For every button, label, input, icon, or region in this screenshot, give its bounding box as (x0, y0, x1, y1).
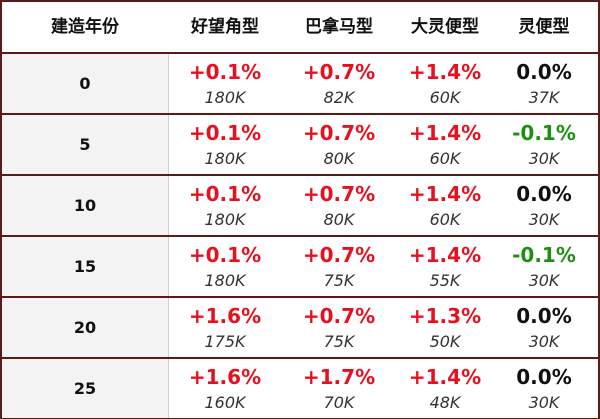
tonnage-value: 30K (528, 393, 560, 412)
tonnage-value: 50K (429, 332, 461, 351)
change-percent: +1.4% (408, 121, 482, 145)
cell-capesize: +0.1% 180K (170, 176, 280, 235)
cell-capesize: +1.6% 175K (170, 298, 280, 357)
tonnage-value: 80K (323, 210, 355, 229)
tonnage-value: 30K (528, 149, 560, 168)
cell-handysize: 0.0% 37K (489, 54, 599, 113)
cell-capesize: +0.1% 180K (170, 54, 280, 113)
change-percent: 0.0% (516, 304, 572, 328)
cell-capesize: +1.6% 160K (170, 359, 280, 418)
table-row: 5 +0.1% 180K +0.7% 80K +1.4% 60K -0.1% 30K (2, 115, 598, 176)
tonnage-value: 180K (204, 88, 246, 107)
change-percent: +0.7% (302, 243, 376, 267)
tonnage-value: 55K (429, 271, 461, 290)
change-percent: +1.6% (188, 304, 262, 328)
cell-handysize: 0.0% 30K (489, 298, 599, 357)
cell-panamax: +0.7% 75K (284, 298, 394, 357)
row-build-year: 5 (2, 115, 169, 174)
cell-handysize: -0.1% 30K (489, 115, 599, 174)
header-build-year: 建造年份 (51, 17, 119, 37)
cell-supramax: +1.3% 50K (390, 298, 500, 357)
tonnage-value: 30K (528, 210, 560, 229)
tonnage-value: 70K (323, 393, 355, 412)
change-percent: 0.0% (516, 182, 572, 206)
row-build-year: 15 (2, 237, 169, 296)
table-row: 25 +1.6% 160K +1.7% 70K +1.4% 48K 0.0% 30K (2, 359, 598, 418)
cell-capesize: +0.1% 180K (170, 237, 280, 296)
tonnage-value: 75K (323, 271, 355, 290)
change-percent: +0.1% (188, 182, 262, 206)
change-percent: 0.0% (516, 365, 572, 389)
change-percent: +1.4% (408, 60, 482, 84)
cell-supramax: +1.4% 60K (390, 115, 500, 174)
cell-capesize: +0.1% 180K (170, 115, 280, 174)
tonnage-value: 30K (528, 271, 560, 290)
tonnage-value: 75K (323, 332, 355, 351)
tonnage-value: 60K (429, 88, 461, 107)
change-percent: +0.1% (188, 121, 262, 145)
cell-panamax: +0.7% 75K (284, 237, 394, 296)
row-build-year: 25 (2, 359, 169, 418)
change-percent: -0.1% (512, 243, 576, 267)
table-row: 10 +0.1% 180K +0.7% 80K +1.4% 60K 0.0% 30K (2, 176, 598, 237)
change-percent: +1.4% (408, 365, 482, 389)
tonnage-value: 180K (204, 271, 246, 290)
change-percent: +1.7% (302, 365, 376, 389)
header-capesize: 好望角型 (191, 17, 259, 37)
table-row: 0 +0.1% 180K +0.7% 82K +1.4% 60K 0.0% 37K (2, 54, 598, 115)
cell-handysize: 0.0% 30K (489, 359, 599, 418)
cell-handysize: -0.1% 30K (489, 237, 599, 296)
tonnage-value: 60K (429, 149, 461, 168)
tonnage-value: 160K (204, 393, 246, 412)
row-build-year: 10 (2, 176, 169, 235)
tonnage-value: 60K (429, 210, 461, 229)
cell-supramax: +1.4% 55K (390, 237, 500, 296)
change-percent: +0.7% (302, 304, 376, 328)
cell-supramax: +1.4% 60K (390, 54, 500, 113)
tonnage-value: 180K (204, 210, 246, 229)
table-header: 建造年份 好望角型 巴拿马型 大灵便型 灵便型 (2, 2, 598, 54)
cell-panamax: +1.7% 70K (284, 359, 394, 418)
tonnage-value: 175K (204, 332, 246, 351)
change-percent: +1.3% (408, 304, 482, 328)
change-percent: +1.4% (408, 243, 482, 267)
change-percent: +0.7% (302, 60, 376, 84)
tonnage-value: 37K (528, 88, 560, 107)
cell-handysize: 0.0% 30K (489, 176, 599, 235)
tonnage-value: 48K (429, 393, 461, 412)
row-build-year: 0 (2, 54, 169, 113)
change-percent: +0.7% (302, 121, 376, 145)
cell-supramax: +1.4% 48K (390, 359, 500, 418)
tonnage-value: 80K (323, 149, 355, 168)
cell-panamax: +0.7% 80K (284, 176, 394, 235)
header-handysize: 灵便型 (518, 17, 570, 37)
header-supramax: 大灵便型 (411, 17, 479, 37)
tonnage-value: 30K (528, 332, 560, 351)
change-percent: +0.7% (302, 182, 376, 206)
header-panamax: 巴拿马型 (305, 17, 373, 37)
tonnage-value: 180K (204, 149, 246, 168)
change-percent: -0.1% (512, 121, 576, 145)
change-percent: +1.4% (408, 182, 482, 206)
change-percent: 0.0% (516, 60, 572, 84)
change-percent: +1.6% (188, 365, 262, 389)
table-row: 20 +1.6% 175K +0.7% 75K +1.3% 50K 0.0% 30K (2, 298, 598, 359)
row-build-year: 20 (2, 298, 169, 357)
change-percent: +0.1% (188, 243, 262, 267)
table-row: 15 +0.1% 180K +0.7% 75K +1.4% 55K -0.1% 30K (2, 237, 598, 298)
cell-panamax: +0.7% 82K (284, 54, 394, 113)
cell-supramax: +1.4% 60K (390, 176, 500, 235)
cell-panamax: +0.7% 80K (284, 115, 394, 174)
tonnage-value: 82K (323, 88, 355, 107)
change-percent: +0.1% (188, 60, 262, 84)
